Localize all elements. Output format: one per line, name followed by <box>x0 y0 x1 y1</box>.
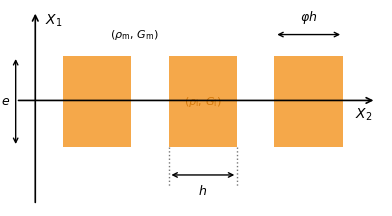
Text: $X_2$: $X_2$ <box>355 107 372 123</box>
Text: $\varphi h$: $\varphi h$ <box>300 9 318 26</box>
Bar <box>169 56 237 147</box>
Text: $e$: $e$ <box>1 95 10 108</box>
Text: $(\rho_{\mathrm{i}},\,G_{\mathrm{i}})$: $(\rho_{\mathrm{i}},\,G_{\mathrm{i}})$ <box>184 95 222 108</box>
Text: $(\rho_{\mathrm{m}},\,G_{\mathrm{m}})$: $(\rho_{\mathrm{m}},\,G_{\mathrm{m}})$ <box>110 28 158 42</box>
Bar <box>274 56 343 147</box>
Text: $h$: $h$ <box>198 184 207 198</box>
Bar <box>63 56 131 147</box>
Text: $X_1$: $X_1$ <box>45 13 62 29</box>
